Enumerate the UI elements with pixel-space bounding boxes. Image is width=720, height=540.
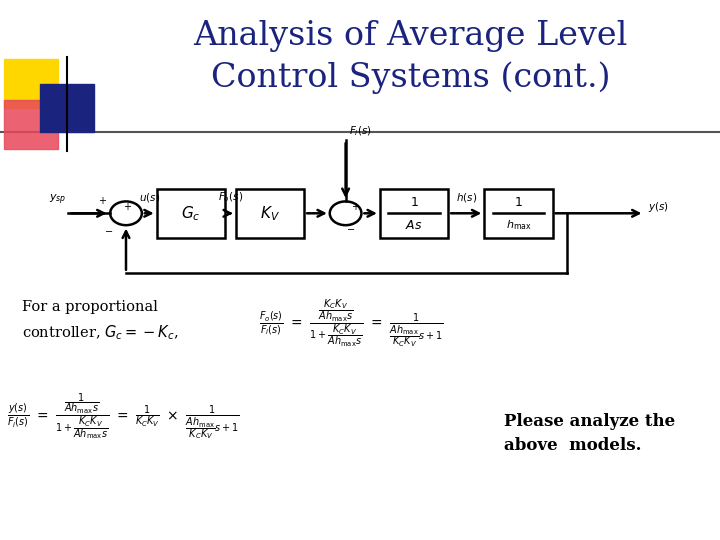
- Text: +: +: [123, 202, 132, 212]
- Text: $\frac{y(s)}{F_i(s)}\ =\ \frac{\dfrac{1}{Ah_{\max}s}}{1+\dfrac{K_C K_V}{Ah_{\max: $\frac{y(s)}{F_i(s)}\ =\ \frac{\dfrac{1}…: [7, 392, 240, 442]
- Text: $1$: $1$: [410, 196, 418, 209]
- Text: +: +: [98, 197, 107, 206]
- Text: $y(s)$: $y(s)$: [648, 200, 669, 214]
- Bar: [484, 189, 552, 238]
- Bar: [380, 189, 448, 238]
- Bar: [236, 189, 304, 238]
- Text: $F_o(s)$: $F_o(s)$: [217, 190, 243, 204]
- Text: $-$: $-$: [104, 225, 113, 235]
- Text: $h(s)$: $h(s)$: [456, 191, 477, 204]
- Text: $y_{sp}$: $y_{sp}$: [49, 192, 66, 207]
- Bar: [4, 59, 58, 108]
- Text: $As$: $As$: [405, 219, 423, 232]
- Text: $K_V$: $K_V$: [260, 204, 280, 222]
- Text: +: +: [351, 202, 359, 212]
- Bar: [40, 84, 94, 132]
- Text: $G_c$: $G_c$: [181, 204, 201, 222]
- Text: For a proportional
controller, $G_c = -K_c$,: For a proportional controller, $G_c = -K…: [22, 300, 179, 342]
- Text: $-$: $-$: [346, 222, 355, 233]
- Text: $h_{\max}$: $h_{\max}$: [505, 219, 531, 232]
- Text: Please analyze the
above  models.: Please analyze the above models.: [504, 413, 675, 454]
- Text: Analysis of Average Level
Control Systems (cont.): Analysis of Average Level Control System…: [193, 20, 628, 93]
- Text: $1$: $1$: [514, 196, 523, 209]
- Text: $F_i(s)$: $F_i(s)$: [349, 124, 372, 138]
- Bar: [157, 189, 225, 238]
- Bar: [4, 100, 58, 149]
- Text: $u(s)$: $u(s)$: [139, 191, 160, 204]
- Text: $\frac{F_o(s)}{F_i(s)}\ =\ \frac{\dfrac{K_C K_V}{Ah_{\max}s}}{1+\dfrac{K_C K_V}{: $\frac{F_o(s)}{F_i(s)}\ =\ \frac{\dfrac{…: [259, 297, 444, 349]
